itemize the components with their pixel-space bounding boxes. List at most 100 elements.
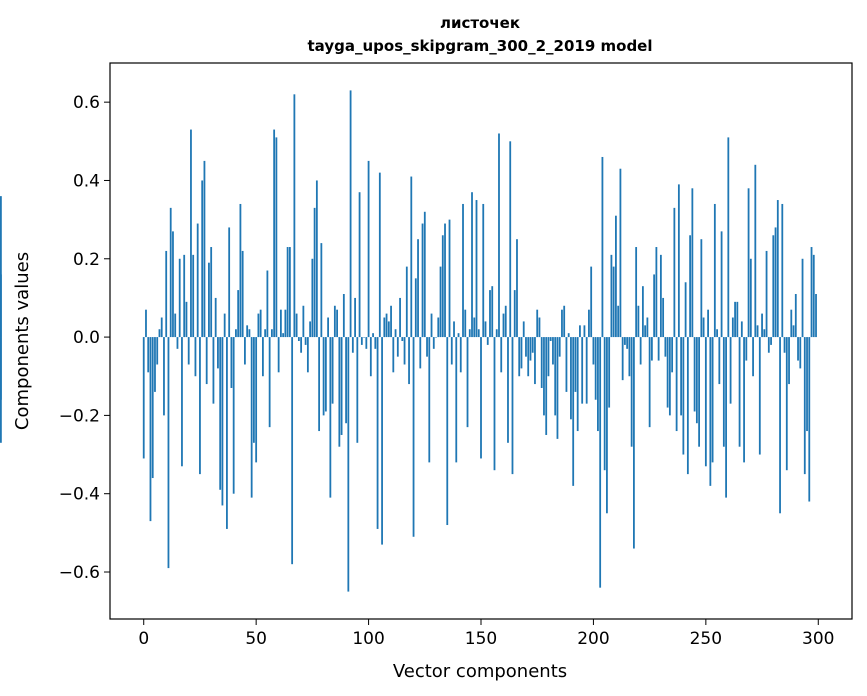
bar-6: [156, 337, 159, 365]
bar-224: [646, 317, 649, 338]
bar-195: [581, 337, 584, 404]
bar-96: [358, 192, 361, 338]
bar-135: [446, 337, 449, 526]
bar-241: [684, 282, 687, 338]
bar-177: [540, 337, 543, 388]
bar-185: [558, 337, 561, 357]
bar-249: [702, 317, 705, 338]
x-tick-label: 300: [802, 629, 834, 649]
bar-0: [142, 337, 145, 459]
bar-181: [549, 337, 552, 341]
bar-196: [583, 325, 586, 338]
bar-238: [677, 184, 680, 338]
bar-10: [165, 250, 168, 338]
bar-236: [673, 207, 676, 338]
bar-292: [799, 337, 802, 369]
x-tick-label: 200: [577, 629, 609, 649]
bar-285: [783, 337, 786, 353]
bar-291: [797, 337, 799, 361]
bar-92: [349, 90, 352, 338]
bar-184: [556, 337, 559, 439]
bar-235: [671, 337, 674, 373]
bar-278: [767, 337, 770, 353]
bar-164: [511, 337, 514, 475]
bar-34: [219, 337, 222, 490]
bar-12: [169, 207, 172, 338]
y-tick-label: 0.4: [73, 171, 100, 191]
bar-61: [279, 309, 282, 338]
bar-55: [266, 270, 269, 338]
bar-190: [570, 337, 572, 420]
bar-62: [282, 333, 285, 338]
bar-44: [241, 250, 244, 338]
bar-203: [599, 337, 602, 588]
bar-218: [633, 337, 635, 549]
bar-66: [291, 337, 294, 565]
bar-64: [286, 247, 289, 338]
bar-38: [228, 227, 231, 338]
bar-298: [812, 254, 815, 338]
bar-139: [455, 337, 458, 463]
bar-293: [801, 258, 804, 338]
bar-27: [203, 160, 206, 338]
bar-279: [770, 337, 772, 345]
bar-91: [347, 337, 350, 592]
bar-119: [410, 176, 413, 338]
bar-215: [626, 337, 629, 349]
bar-52: [259, 309, 262, 338]
bar-259: [725, 337, 727, 498]
bar-8: [160, 317, 163, 338]
bar-102: [372, 333, 374, 338]
bar-243: [689, 235, 692, 338]
bar-299: [815, 294, 817, 338]
bar-120: [412, 337, 415, 537]
bar-89: [342, 294, 345, 338]
bar-216: [628, 337, 631, 377]
bar-174: [534, 337, 536, 385]
x-tick-label: 50: [245, 629, 267, 649]
bar-28: [205, 337, 208, 385]
bar-287: [788, 337, 790, 385]
bar-226: [650, 337, 653, 361]
bar-75: [311, 258, 314, 338]
bar-169: [522, 321, 525, 338]
bar-192: [574, 337, 577, 392]
bar-153: [486, 337, 489, 345]
bar-277: [765, 250, 768, 338]
bar-199: [590, 266, 593, 338]
bar-258: [722, 337, 725, 447]
bar-233: [666, 337, 669, 408]
bar-206: [606, 337, 608, 514]
bar-194: [579, 325, 581, 338]
bar-99: [365, 337, 368, 349]
bar-77: [315, 180, 318, 338]
bar-17: [181, 337, 183, 467]
bar-79: [320, 243, 323, 338]
y-axis-ticks: −0.6 −0.4 −0.2 0.0 0.2 0.4 0.6: [59, 93, 110, 583]
bar-108: [385, 313, 388, 338]
y-tick-label: 0.0: [73, 328, 100, 348]
bar-70: [300, 337, 303, 353]
bar-125: [423, 211, 426, 338]
bar-63: [284, 309, 287, 338]
bar-104: [376, 337, 379, 529]
bar-41: [235, 329, 237, 338]
bar-261: [729, 337, 732, 404]
bar-100: [367, 160, 370, 338]
bar-214: [624, 337, 626, 345]
bar-284: [781, 203, 784, 338]
bar-193: [576, 337, 579, 432]
bar-172: [529, 337, 532, 361]
bar-56: [268, 337, 271, 428]
bar-43: [239, 203, 242, 338]
bar-156: [493, 337, 496, 471]
bar-126: [426, 337, 428, 357]
bar-232: [664, 337, 667, 357]
bar-165: [513, 290, 516, 338]
bar-262: [731, 317, 734, 338]
bar-244: [691, 188, 694, 338]
bar-242: [686, 337, 689, 475]
bar-170: [525, 337, 527, 357]
bar-69: [297, 337, 300, 341]
bar-98: [363, 337, 365, 338]
